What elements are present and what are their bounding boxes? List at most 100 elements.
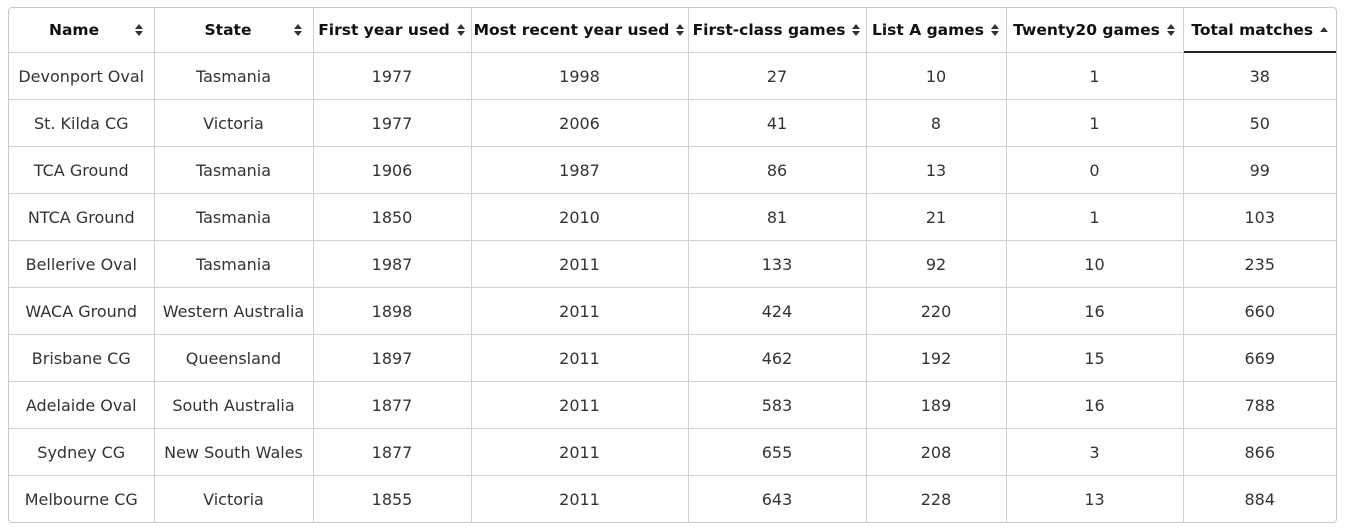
column-header-label: Twenty20 games <box>1013 21 1160 39</box>
column-header-twenty20-games[interactable]: Twenty20 games <box>1006 8 1184 53</box>
cell-list-a-games: 10 <box>866 52 1007 100</box>
column-header-label: State <box>204 21 252 39</box>
cell-state: Western Australia <box>154 287 314 335</box>
cell-first-year-used: 1850 <box>313 193 472 241</box>
cell-list-a-games: 228 <box>866 475 1007 522</box>
column-header-label: Total matches <box>1191 21 1314 39</box>
cell-first-year-used: 1877 <box>313 428 472 476</box>
cell-state: South Australia <box>154 381 314 429</box>
cell-name: TCA Ground <box>9 146 155 194</box>
sort-both-icon[interactable] <box>456 24 466 36</box>
cell-first-year-used: 1987 <box>313 240 472 288</box>
cell-state: Queensland <box>154 334 314 382</box>
cell-first-class-games: 655 <box>688 428 867 476</box>
cell-list-a-games: 189 <box>866 381 1007 429</box>
cell-most-recent-year-used: 2011 <box>471 428 689 476</box>
cell-twenty20-games: 3 <box>1006 428 1184 476</box>
cell-most-recent-year-used: 2010 <box>471 193 689 241</box>
table-row: Melbourne CG Victoria 1855 2011 643 228 13 884 <box>9 475 1336 522</box>
column-header-first-class-games[interactable]: First-class games <box>688 8 867 53</box>
cell-first-class-games: 81 <box>688 193 867 241</box>
cell-first-class-games: 27 <box>688 52 867 100</box>
cell-name: Devonport Oval <box>9 52 155 100</box>
cell-most-recent-year-used: 2011 <box>471 334 689 382</box>
table-row: Devonport Oval Tasmania 1977 1998 27 10 1 38 <box>9 52 1336 100</box>
table-row: NTCA Ground Tasmania 1850 2010 81 21 1 103 <box>9 193 1336 241</box>
cell-state: Tasmania <box>154 52 314 100</box>
cell-total-matches: 866 <box>1183 428 1336 476</box>
column-header-label: Name <box>49 21 100 39</box>
sort-ascending-icon[interactable] <box>1320 26 1329 32</box>
column-header-name[interactable]: Name <box>9 8 155 53</box>
cricket-grounds-table: Name State First year used <box>9 8 1336 522</box>
sort-both-icon[interactable] <box>852 24 861 36</box>
cell-most-recent-year-used: 1998 <box>471 52 689 100</box>
table-row: Sydney CG New South Wales 1877 2011 655 208 3 8… <box>9 428 1336 476</box>
sort-both-icon[interactable] <box>991 24 1000 36</box>
cell-state: Tasmania <box>154 193 314 241</box>
cell-most-recent-year-used: 2011 <box>471 240 689 288</box>
cricket-grounds-table-container: Name State First year used <box>8 7 1337 523</box>
column-header-most-recent-year-used[interactable]: Most recent year used <box>471 8 689 53</box>
sort-both-icon[interactable] <box>676 24 685 36</box>
cell-twenty20-games: 10 <box>1006 240 1184 288</box>
cell-most-recent-year-used: 1987 <box>471 146 689 194</box>
cell-name: Brisbane CG <box>9 334 155 382</box>
cell-name: St. Kilda CG <box>9 99 155 147</box>
cell-name: Bellerive Oval <box>9 240 155 288</box>
cell-most-recent-year-used: 2011 <box>471 381 689 429</box>
table-header: Name State First year used <box>9 8 1336 53</box>
cell-first-year-used: 1906 <box>313 146 472 194</box>
sort-both-icon[interactable] <box>293 24 303 36</box>
table-row: St. Kilda CG Victoria 1977 2006 41 8 1 50 <box>9 99 1336 147</box>
cell-list-a-games: 220 <box>866 287 1007 335</box>
column-header-first-year-used[interactable]: First year used <box>313 8 472 53</box>
table-row: Brisbane CG Queensland 1897 2011 462 192 15 669 <box>9 334 1336 382</box>
column-header-list-a-games[interactable]: List A games <box>866 8 1007 53</box>
cell-state: Victoria <box>154 475 314 522</box>
cell-total-matches: 50 <box>1183 99 1336 147</box>
cell-twenty20-games: 15 <box>1006 334 1184 382</box>
column-header-total-matches[interactable]: Total matches <box>1183 8 1336 53</box>
column-header-label: First-class games <box>692 21 846 39</box>
cell-first-year-used: 1877 <box>313 381 472 429</box>
cell-state: New South Wales <box>154 428 314 476</box>
column-header-state[interactable]: State <box>154 8 314 53</box>
cell-most-recent-year-used: 2011 <box>471 475 689 522</box>
cell-first-year-used: 1977 <box>313 99 472 147</box>
cell-total-matches: 38 <box>1183 52 1336 100</box>
cell-twenty20-games: 0 <box>1006 146 1184 194</box>
sort-both-icon[interactable] <box>1166 24 1176 36</box>
cell-first-class-games: 424 <box>688 287 867 335</box>
cell-first-class-games: 643 <box>688 475 867 522</box>
cell-total-matches: 660 <box>1183 287 1336 335</box>
cell-twenty20-games: 13 <box>1006 475 1184 522</box>
cell-total-matches: 99 <box>1183 146 1336 194</box>
cell-name: NTCA Ground <box>9 193 155 241</box>
cell-total-matches: 235 <box>1183 240 1336 288</box>
table-row: TCA Ground Tasmania 1906 1987 86 13 0 99 <box>9 146 1336 194</box>
cell-first-class-games: 41 <box>688 99 867 147</box>
cell-first-class-games: 86 <box>688 146 867 194</box>
cell-state: Victoria <box>154 99 314 147</box>
cell-list-a-games: 13 <box>866 146 1007 194</box>
table-row: Bellerive Oval Tasmania 1987 2011 133 92 10 235 <box>9 240 1336 288</box>
cell-total-matches: 669 <box>1183 334 1336 382</box>
cell-first-class-games: 133 <box>688 240 867 288</box>
cell-name: Melbourne CG <box>9 475 155 522</box>
cell-first-class-games: 462 <box>688 334 867 382</box>
sort-both-icon[interactable] <box>134 24 144 36</box>
column-header-label: List A games <box>871 21 985 39</box>
cell-total-matches: 103 <box>1183 193 1336 241</box>
cell-most-recent-year-used: 2011 <box>471 287 689 335</box>
cell-total-matches: 788 <box>1183 381 1336 429</box>
cell-list-a-games: 208 <box>866 428 1007 476</box>
cell-twenty20-games: 16 <box>1006 381 1184 429</box>
cell-state: Tasmania <box>154 146 314 194</box>
cell-first-class-games: 583 <box>688 381 867 429</box>
cell-first-year-used: 1855 <box>313 475 472 522</box>
cell-total-matches: 884 <box>1244 489 1276 509</box>
cell-twenty20-games: 1 <box>1006 193 1184 241</box>
column-header-label: First year used <box>318 21 450 39</box>
cell-list-a-games: 21 <box>866 193 1007 241</box>
